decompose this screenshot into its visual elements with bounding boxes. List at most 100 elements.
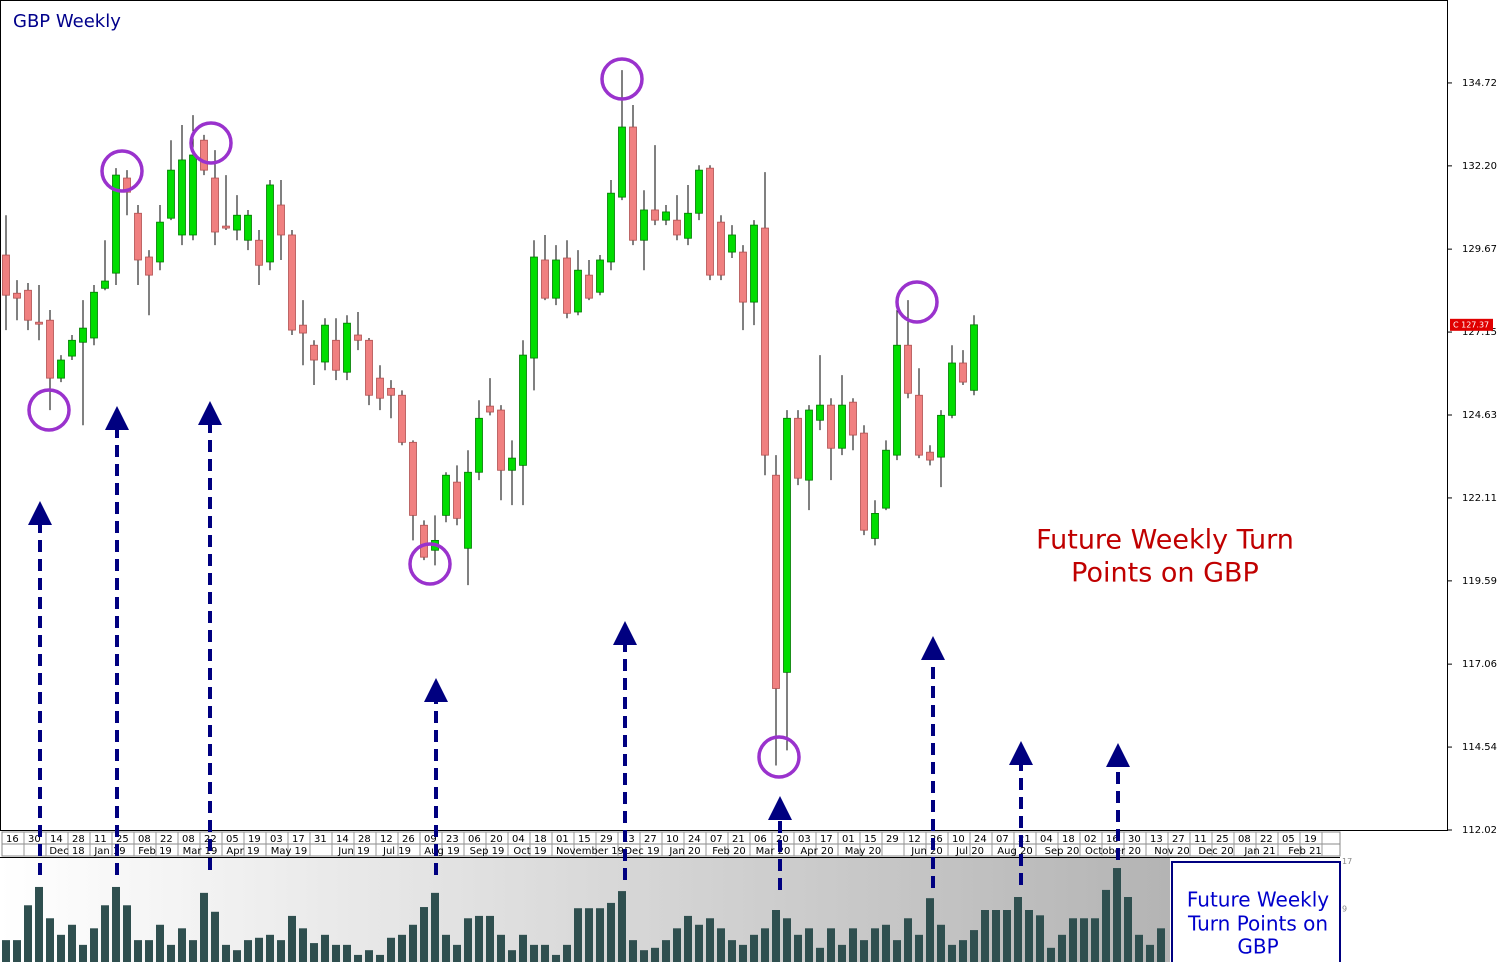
x-day-label: 10: [952, 834, 965, 845]
candle-body: [970, 324, 978, 391]
volume-bar: [244, 940, 252, 962]
x-month-label: Sep 19: [470, 846, 505, 857]
x-day-label: 13: [1150, 834, 1163, 845]
volume-bar: [1003, 910, 1011, 962]
candle-body: [156, 221, 164, 263]
volume-bar: [816, 947, 824, 962]
volume-bar: [1157, 928, 1165, 962]
x-day-label: 25: [116, 834, 129, 845]
last-price-box: [1450, 318, 1493, 331]
candle-body: [112, 174, 120, 274]
candle-body: [816, 404, 824, 421]
x-day-label: 15: [864, 834, 877, 845]
volume-bar: [442, 934, 450, 962]
y-tick-label: 127.15: [1462, 327, 1497, 338]
volume-bar: [1058, 934, 1066, 962]
x-day-label: 03: [798, 834, 811, 845]
candle-body: [574, 269, 582, 313]
candle-body: [376, 377, 384, 399]
x-month-label: Feb 20: [712, 846, 746, 857]
volume-bar: [189, 940, 197, 962]
volume-bar: [387, 937, 395, 962]
y-tick-label: 114.54: [1462, 742, 1497, 753]
x-month-label: Sep 20: [1045, 846, 1080, 857]
volume-bar: [695, 924, 703, 962]
candle-body: [68, 339, 76, 357]
volume-bar: [1102, 889, 1110, 962]
volume-bar: [233, 950, 241, 962]
candle-body: [2, 254, 10, 296]
y-tick-label: 122.11: [1462, 493, 1497, 504]
turn-arrows: [28, 401, 1130, 890]
x-day-label: 26: [930, 834, 943, 845]
x-day-label: 18: [534, 834, 547, 845]
candle-body: [717, 221, 725, 276]
candle-body: [321, 324, 329, 363]
candle-body: [805, 409, 813, 481]
volume-bar: [541, 944, 549, 962]
candle-body: [640, 209, 648, 241]
volume-bar: [860, 940, 868, 962]
candle-body: [79, 327, 87, 343]
candle-body: [244, 214, 252, 241]
candle-body: [310, 344, 318, 361]
candle-body: [904, 344, 912, 394]
volume-bar: [1124, 897, 1132, 962]
candle-body: [464, 471, 472, 549]
x-month-label: Jan 19: [93, 846, 125, 857]
volume-bar: [728, 940, 736, 962]
candle-body: [519, 354, 527, 466]
candle-body: [772, 474, 780, 689]
x-month-label: Aug 20: [997, 846, 1032, 857]
volume-bar: [882, 924, 890, 962]
candle-body: [332, 339, 340, 371]
volume-bar: [1047, 947, 1055, 962]
turn-circles: [27, 57, 939, 779]
volume-bar: [79, 944, 87, 962]
x-month-label: November 19: [556, 846, 624, 857]
volume-bar: [794, 934, 802, 962]
volume-bar: [35, 886, 43, 962]
volume-bar: [453, 944, 461, 962]
x-month-label: October 20: [1085, 846, 1141, 857]
candle-body: [90, 291, 98, 339]
x-day-label: 27: [1172, 834, 1185, 845]
candle-body: [552, 259, 560, 299]
y-tick-label: 129.67: [1462, 244, 1497, 255]
candle-body: [277, 204, 285, 236]
x-day-label: 16: [6, 834, 19, 845]
candle-body: [662, 211, 670, 221]
x-month-label: Oct 19: [513, 846, 546, 857]
volume-bar: [607, 902, 615, 962]
x-day-label: 04: [512, 834, 525, 845]
volume-bar: [915, 934, 923, 962]
candle-body: [915, 394, 923, 456]
volume-bar: [277, 940, 285, 962]
volume-bar: [805, 928, 813, 962]
volume-bar: [145, 940, 153, 962]
volume-bar: [937, 924, 945, 962]
candle-body: [629, 126, 637, 241]
x-day-label: 01: [842, 834, 855, 845]
volume-bar: [68, 924, 76, 962]
volume-bar: [497, 934, 505, 962]
x-day-label: 29: [600, 834, 613, 845]
x-month-label: Jul 19: [382, 846, 411, 857]
x-month-label: Mar 20: [756, 846, 791, 857]
x-day-label: 29: [886, 834, 899, 845]
volume-bar: [1135, 934, 1143, 962]
volume-bar: [596, 908, 604, 962]
volume-bar: [992, 910, 1000, 962]
candle-body: [882, 449, 890, 509]
x-day-label: 07: [996, 834, 1009, 845]
volume-bar: [332, 944, 340, 962]
candle-body: [695, 169, 703, 214]
candle-body: [794, 417, 802, 479]
candle-body: [871, 513, 879, 539]
volume-bar: [530, 944, 538, 962]
candle-body: [266, 184, 274, 263]
y-tick-label: 134.72: [1462, 78, 1497, 89]
x-day-label: 13: [622, 834, 635, 845]
volume-bar: [1146, 944, 1154, 962]
